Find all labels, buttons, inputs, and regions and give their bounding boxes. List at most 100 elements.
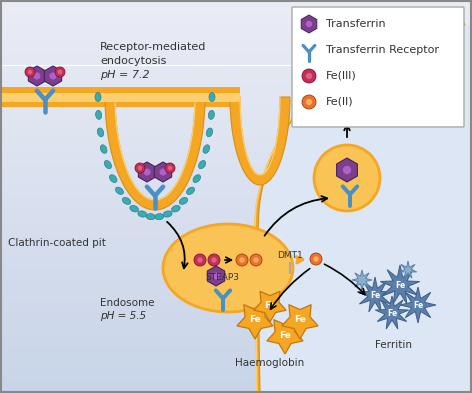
Text: Receptor-mediated: Receptor-mediated bbox=[100, 42, 206, 52]
Text: Recycling: Recycling bbox=[307, 103, 357, 113]
Bar bbox=[0, 255, 472, 262]
Bar bbox=[0, 184, 472, 190]
Ellipse shape bbox=[110, 175, 117, 182]
Ellipse shape bbox=[186, 187, 194, 195]
Bar bbox=[0, 98, 472, 105]
Ellipse shape bbox=[203, 145, 210, 153]
Text: Endosome: Endosome bbox=[100, 298, 154, 308]
Bar bbox=[0, 360, 472, 367]
Circle shape bbox=[306, 99, 312, 105]
Circle shape bbox=[250, 254, 262, 266]
Bar bbox=[0, 157, 472, 164]
Polygon shape bbox=[352, 270, 372, 290]
Bar bbox=[0, 170, 472, 177]
Polygon shape bbox=[375, 296, 409, 329]
Bar bbox=[0, 79, 472, 85]
Circle shape bbox=[58, 70, 62, 74]
Text: endosome: endosome bbox=[307, 116, 362, 126]
Ellipse shape bbox=[208, 110, 214, 119]
Circle shape bbox=[306, 21, 312, 27]
Bar bbox=[0, 151, 472, 157]
Circle shape bbox=[55, 67, 65, 77]
Circle shape bbox=[50, 72, 57, 79]
Bar bbox=[0, 223, 472, 229]
Circle shape bbox=[34, 72, 41, 79]
Ellipse shape bbox=[116, 187, 124, 195]
FancyBboxPatch shape bbox=[292, 7, 464, 127]
Text: DMT1: DMT1 bbox=[277, 252, 303, 261]
Bar bbox=[0, 347, 472, 354]
Circle shape bbox=[253, 257, 259, 263]
Ellipse shape bbox=[101, 145, 107, 153]
Polygon shape bbox=[282, 305, 318, 339]
Circle shape bbox=[197, 257, 202, 263]
Bar bbox=[0, 196, 472, 203]
Bar bbox=[0, 177, 472, 184]
Ellipse shape bbox=[95, 92, 101, 101]
Text: Haemoglobin: Haemoglobin bbox=[236, 358, 304, 368]
Bar bbox=[0, 66, 472, 72]
Circle shape bbox=[302, 95, 316, 109]
Ellipse shape bbox=[193, 175, 201, 182]
Circle shape bbox=[208, 254, 220, 266]
Circle shape bbox=[143, 169, 151, 176]
Text: Fe: Fe bbox=[395, 281, 405, 290]
Bar bbox=[0, 164, 472, 170]
Polygon shape bbox=[255, 25, 472, 393]
Bar bbox=[0, 282, 472, 288]
Circle shape bbox=[160, 169, 167, 176]
Polygon shape bbox=[380, 265, 420, 304]
Ellipse shape bbox=[209, 92, 215, 101]
Polygon shape bbox=[230, 97, 290, 185]
Ellipse shape bbox=[146, 214, 155, 220]
Circle shape bbox=[306, 73, 312, 79]
Circle shape bbox=[138, 166, 142, 170]
Bar bbox=[0, 262, 472, 268]
Text: Fe: Fe bbox=[387, 309, 397, 318]
Ellipse shape bbox=[171, 206, 180, 212]
Polygon shape bbox=[357, 277, 393, 312]
Bar bbox=[0, 144, 472, 151]
Text: Fe: Fe bbox=[264, 301, 276, 310]
Bar bbox=[0, 52, 472, 59]
Circle shape bbox=[165, 163, 175, 173]
Bar bbox=[0, 92, 472, 98]
Ellipse shape bbox=[163, 211, 172, 217]
Bar bbox=[0, 301, 472, 308]
Text: Fe: Fe bbox=[294, 316, 306, 325]
Polygon shape bbox=[400, 287, 436, 323]
Bar bbox=[0, 39, 472, 46]
Text: endocytosis: endocytosis bbox=[100, 56, 166, 66]
Bar bbox=[0, 334, 472, 341]
Text: Fe: Fe bbox=[370, 290, 380, 299]
Circle shape bbox=[302, 69, 316, 83]
Text: pH = 7.2: pH = 7.2 bbox=[100, 70, 150, 80]
Text: Clathrin-coated pit: Clathrin-coated pit bbox=[8, 238, 106, 248]
Bar bbox=[0, 367, 472, 373]
Bar bbox=[0, 46, 472, 52]
Text: Transferrin: Transferrin bbox=[326, 19, 386, 29]
Polygon shape bbox=[254, 291, 286, 322]
Bar bbox=[0, 92, 240, 101]
Bar bbox=[0, 125, 472, 131]
Bar bbox=[0, 72, 472, 79]
Bar bbox=[0, 386, 472, 393]
Ellipse shape bbox=[179, 198, 188, 204]
Bar bbox=[0, 242, 472, 249]
Bar bbox=[0, 26, 472, 33]
Ellipse shape bbox=[206, 128, 212, 137]
Bar bbox=[0, 33, 472, 39]
Bar bbox=[0, 20, 472, 26]
Bar bbox=[0, 354, 472, 360]
Polygon shape bbox=[105, 97, 205, 210]
Ellipse shape bbox=[130, 206, 138, 212]
Bar bbox=[0, 118, 472, 125]
Bar bbox=[0, 308, 472, 314]
Bar bbox=[0, 288, 472, 295]
Circle shape bbox=[25, 67, 35, 77]
Bar bbox=[0, 321, 472, 327]
Bar bbox=[0, 327, 472, 334]
Circle shape bbox=[314, 145, 380, 211]
Bar bbox=[0, 229, 472, 236]
Circle shape bbox=[239, 257, 244, 263]
